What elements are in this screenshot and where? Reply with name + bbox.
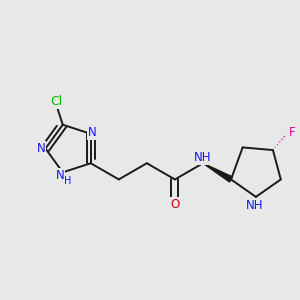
Text: O: O <box>170 198 179 211</box>
Text: H: H <box>64 176 72 186</box>
Text: NH: NH <box>194 152 212 164</box>
Text: N: N <box>56 169 64 182</box>
Text: N: N <box>37 142 45 155</box>
Text: F: F <box>289 126 295 139</box>
Text: NH: NH <box>246 199 263 212</box>
Text: N: N <box>88 126 97 139</box>
Polygon shape <box>203 163 232 182</box>
Text: Cl: Cl <box>50 95 62 108</box>
